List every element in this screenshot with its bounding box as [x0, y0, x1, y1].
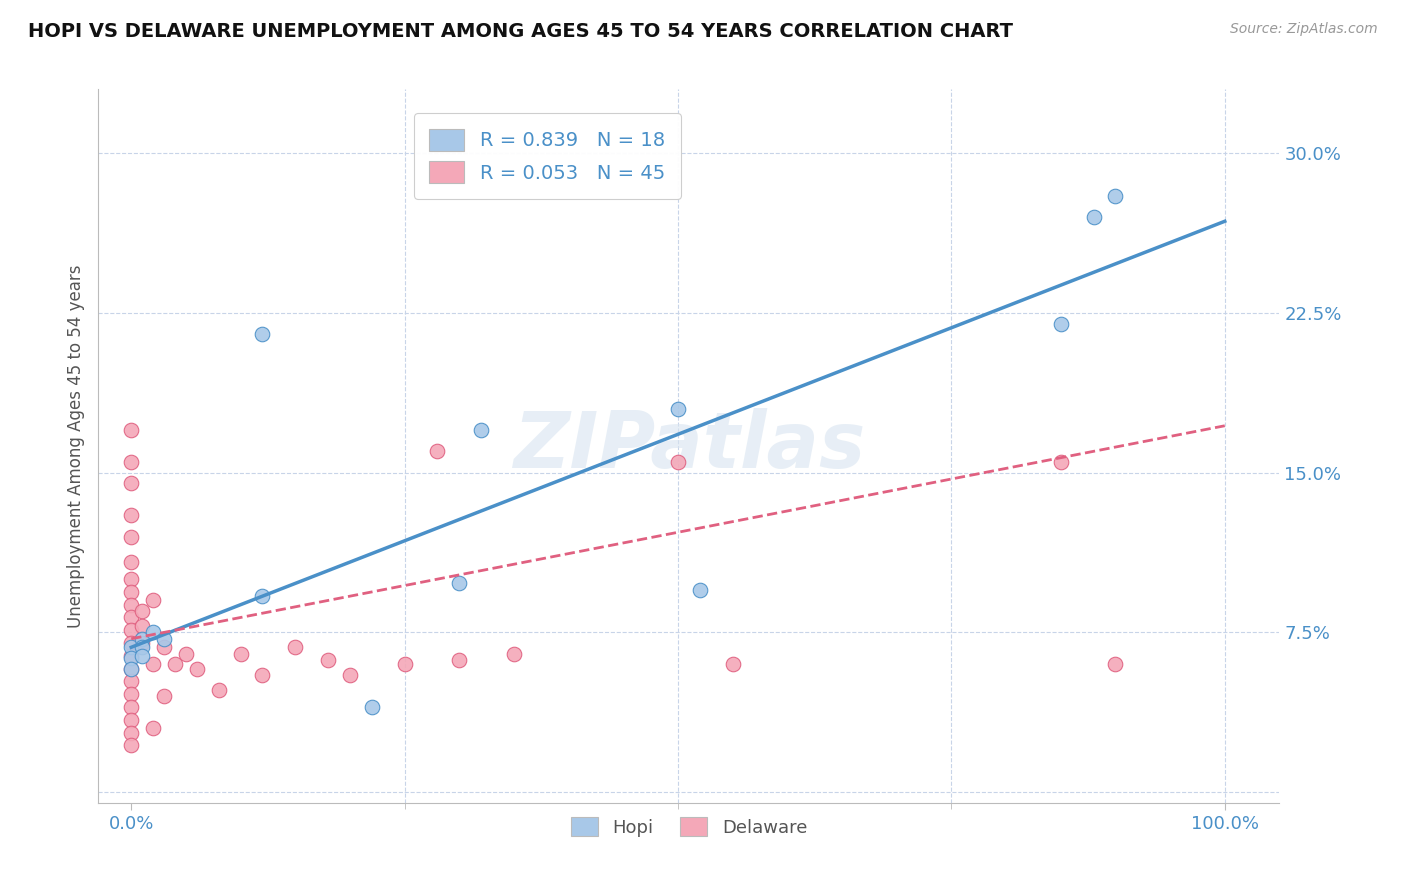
Point [120, 687, 142, 701]
Point [153, 690, 176, 704]
Point [142, 625, 165, 640]
Point [229, 647, 252, 661]
Point [120, 739, 142, 753]
Point [120, 624, 142, 638]
Point [1104, 657, 1126, 672]
Point [449, 653, 471, 667]
Point [120, 674, 142, 689]
Point [1083, 210, 1105, 224]
Point [252, 589, 274, 603]
Point [666, 401, 689, 416]
Point [426, 444, 449, 458]
Point [721, 657, 744, 672]
Point [394, 657, 416, 672]
Point [666, 455, 689, 469]
Point [120, 555, 142, 569]
Legend: Hopi, Delaware: Hopi, Delaware [564, 810, 814, 844]
Point [208, 682, 231, 697]
Point [120, 585, 142, 599]
Point [120, 713, 142, 727]
Point [120, 636, 142, 650]
Point [131, 632, 153, 646]
Point [120, 648, 142, 663]
Point [503, 647, 526, 661]
Point [339, 668, 361, 682]
Point [131, 604, 153, 618]
Point [142, 593, 165, 607]
Point [360, 700, 382, 714]
Point [153, 632, 176, 646]
Point [120, 725, 142, 739]
Text: ZIPatlas: ZIPatlas [513, 408, 865, 484]
Point [131, 640, 153, 655]
Point [142, 721, 165, 735]
Point [284, 640, 307, 655]
Point [316, 653, 339, 667]
Point [120, 529, 142, 543]
Point [120, 572, 142, 586]
Text: HOPI VS DELAWARE UNEMPLOYMENT AMONG AGES 45 TO 54 YEARS CORRELATION CHART: HOPI VS DELAWARE UNEMPLOYMENT AMONG AGES… [28, 22, 1014, 41]
Point [131, 648, 153, 663]
Point [120, 700, 142, 714]
Point [120, 455, 142, 469]
Point [1104, 188, 1126, 202]
Point [1049, 455, 1071, 469]
Point [120, 651, 142, 665]
Point [689, 582, 711, 597]
Point [186, 662, 208, 676]
Point [153, 640, 176, 655]
Point [120, 662, 142, 676]
Point [120, 610, 142, 624]
Point [142, 657, 165, 672]
Text: Source: ZipAtlas.com: Source: ZipAtlas.com [1230, 22, 1378, 37]
Point [1049, 317, 1071, 331]
Point [120, 508, 142, 523]
Point [174, 647, 197, 661]
Point [120, 640, 142, 655]
Point [131, 619, 153, 633]
Point [449, 576, 471, 591]
Point [120, 598, 142, 612]
Point [252, 327, 274, 342]
Point [470, 423, 492, 437]
Point [120, 476, 142, 491]
Y-axis label: Unemployment Among Ages 45 to 54 years: Unemployment Among Ages 45 to 54 years [66, 264, 84, 628]
Point [252, 668, 274, 682]
Point [120, 423, 142, 437]
Point [131, 636, 153, 650]
Point [120, 662, 142, 676]
Point [163, 657, 186, 672]
